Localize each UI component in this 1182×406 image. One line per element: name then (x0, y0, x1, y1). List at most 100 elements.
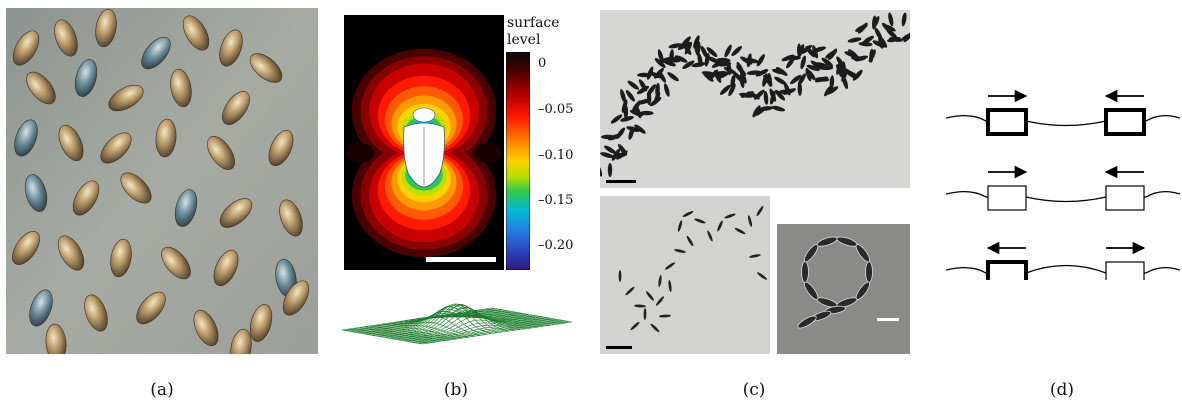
beetle (174, 189, 198, 227)
contour-band (474, 143, 502, 163)
particle (621, 99, 628, 113)
particle (857, 22, 868, 34)
beetle (58, 124, 84, 162)
panel-a-beetles-photo (6, 8, 318, 354)
ring-particle (855, 244, 871, 263)
ring-particle (865, 261, 873, 283)
particle (657, 70, 667, 83)
mesh-line (406, 319, 557, 342)
particle (646, 66, 654, 80)
particle (844, 51, 858, 58)
beetle (268, 129, 294, 167)
particle (854, 55, 869, 62)
particle (726, 61, 732, 76)
panel-d-schematic (946, 89, 1180, 280)
mesh-line (409, 319, 560, 343)
particle (618, 270, 622, 282)
beetle (24, 174, 48, 212)
particle (797, 73, 806, 86)
particle (600, 163, 603, 177)
beetle (249, 53, 283, 83)
water-surface (946, 264, 1180, 274)
particle (668, 280, 672, 292)
particle (665, 262, 675, 270)
particle (814, 76, 829, 83)
particle (796, 43, 802, 58)
beetle-silhouette (403, 107, 445, 188)
particle (734, 227, 746, 235)
tail-particle (797, 315, 817, 329)
particle (717, 220, 723, 232)
particle (733, 71, 744, 83)
beetle (108, 84, 144, 112)
particle (824, 84, 834, 97)
particle (612, 152, 627, 158)
beetle (219, 198, 253, 228)
particle (835, 64, 845, 77)
beetle (14, 119, 38, 157)
particle (666, 56, 680, 62)
schematic-row (946, 89, 1180, 136)
caption-c: (c) (742, 380, 766, 400)
schematic-row (946, 165, 1180, 211)
beetle (193, 309, 219, 347)
particle (707, 230, 713, 242)
beetle (230, 328, 252, 354)
floating-box (987, 185, 1027, 211)
scale-bar (606, 180, 636, 183)
mesh-line (403, 318, 554, 342)
particle (753, 89, 765, 100)
contour-band (346, 143, 374, 163)
floating-box (986, 108, 1028, 136)
particle (887, 37, 901, 43)
particle (706, 47, 718, 58)
particle (771, 105, 786, 112)
mesh-line (363, 311, 514, 335)
particle (607, 133, 622, 141)
particle (604, 145, 617, 154)
beetle (136, 291, 166, 325)
particle (763, 74, 773, 87)
particle (759, 106, 774, 111)
beetle (222, 91, 250, 125)
beetle (170, 68, 192, 108)
particle (821, 57, 834, 67)
particle (841, 68, 848, 82)
panel-c-bottom-left-micrograph (600, 196, 770, 354)
particle (806, 68, 816, 81)
particle (869, 48, 874, 63)
particle (746, 53, 752, 68)
particle (694, 218, 706, 224)
particle (781, 54, 795, 62)
beetle (110, 238, 132, 278)
particle (874, 27, 883, 41)
particle (634, 304, 646, 308)
particle (600, 152, 614, 158)
particle (757, 272, 767, 280)
particle (649, 97, 662, 107)
caption-a: (a) (150, 380, 174, 400)
particle (800, 44, 812, 55)
particle (636, 85, 650, 95)
caption-b: (b) (443, 380, 469, 400)
particle (657, 49, 664, 63)
particle (627, 80, 640, 90)
panel-b-mesh-surface (341, 303, 573, 345)
particle (724, 44, 732, 58)
mesh-line (397, 316, 548, 340)
colorbar-title-line2: level (507, 32, 541, 48)
panel-c-ring-micrograph (777, 224, 910, 354)
particle (654, 58, 666, 68)
mesh-line (378, 303, 529, 337)
particle (682, 211, 694, 217)
particle (693, 35, 700, 49)
scale-bar (877, 318, 899, 321)
particle (852, 69, 863, 81)
beetle (100, 132, 132, 164)
particle (620, 116, 634, 122)
particle (888, 12, 894, 27)
beetle (161, 246, 191, 280)
water-surface (946, 190, 1180, 203)
ring-particle (801, 261, 809, 283)
particle (819, 65, 834, 71)
